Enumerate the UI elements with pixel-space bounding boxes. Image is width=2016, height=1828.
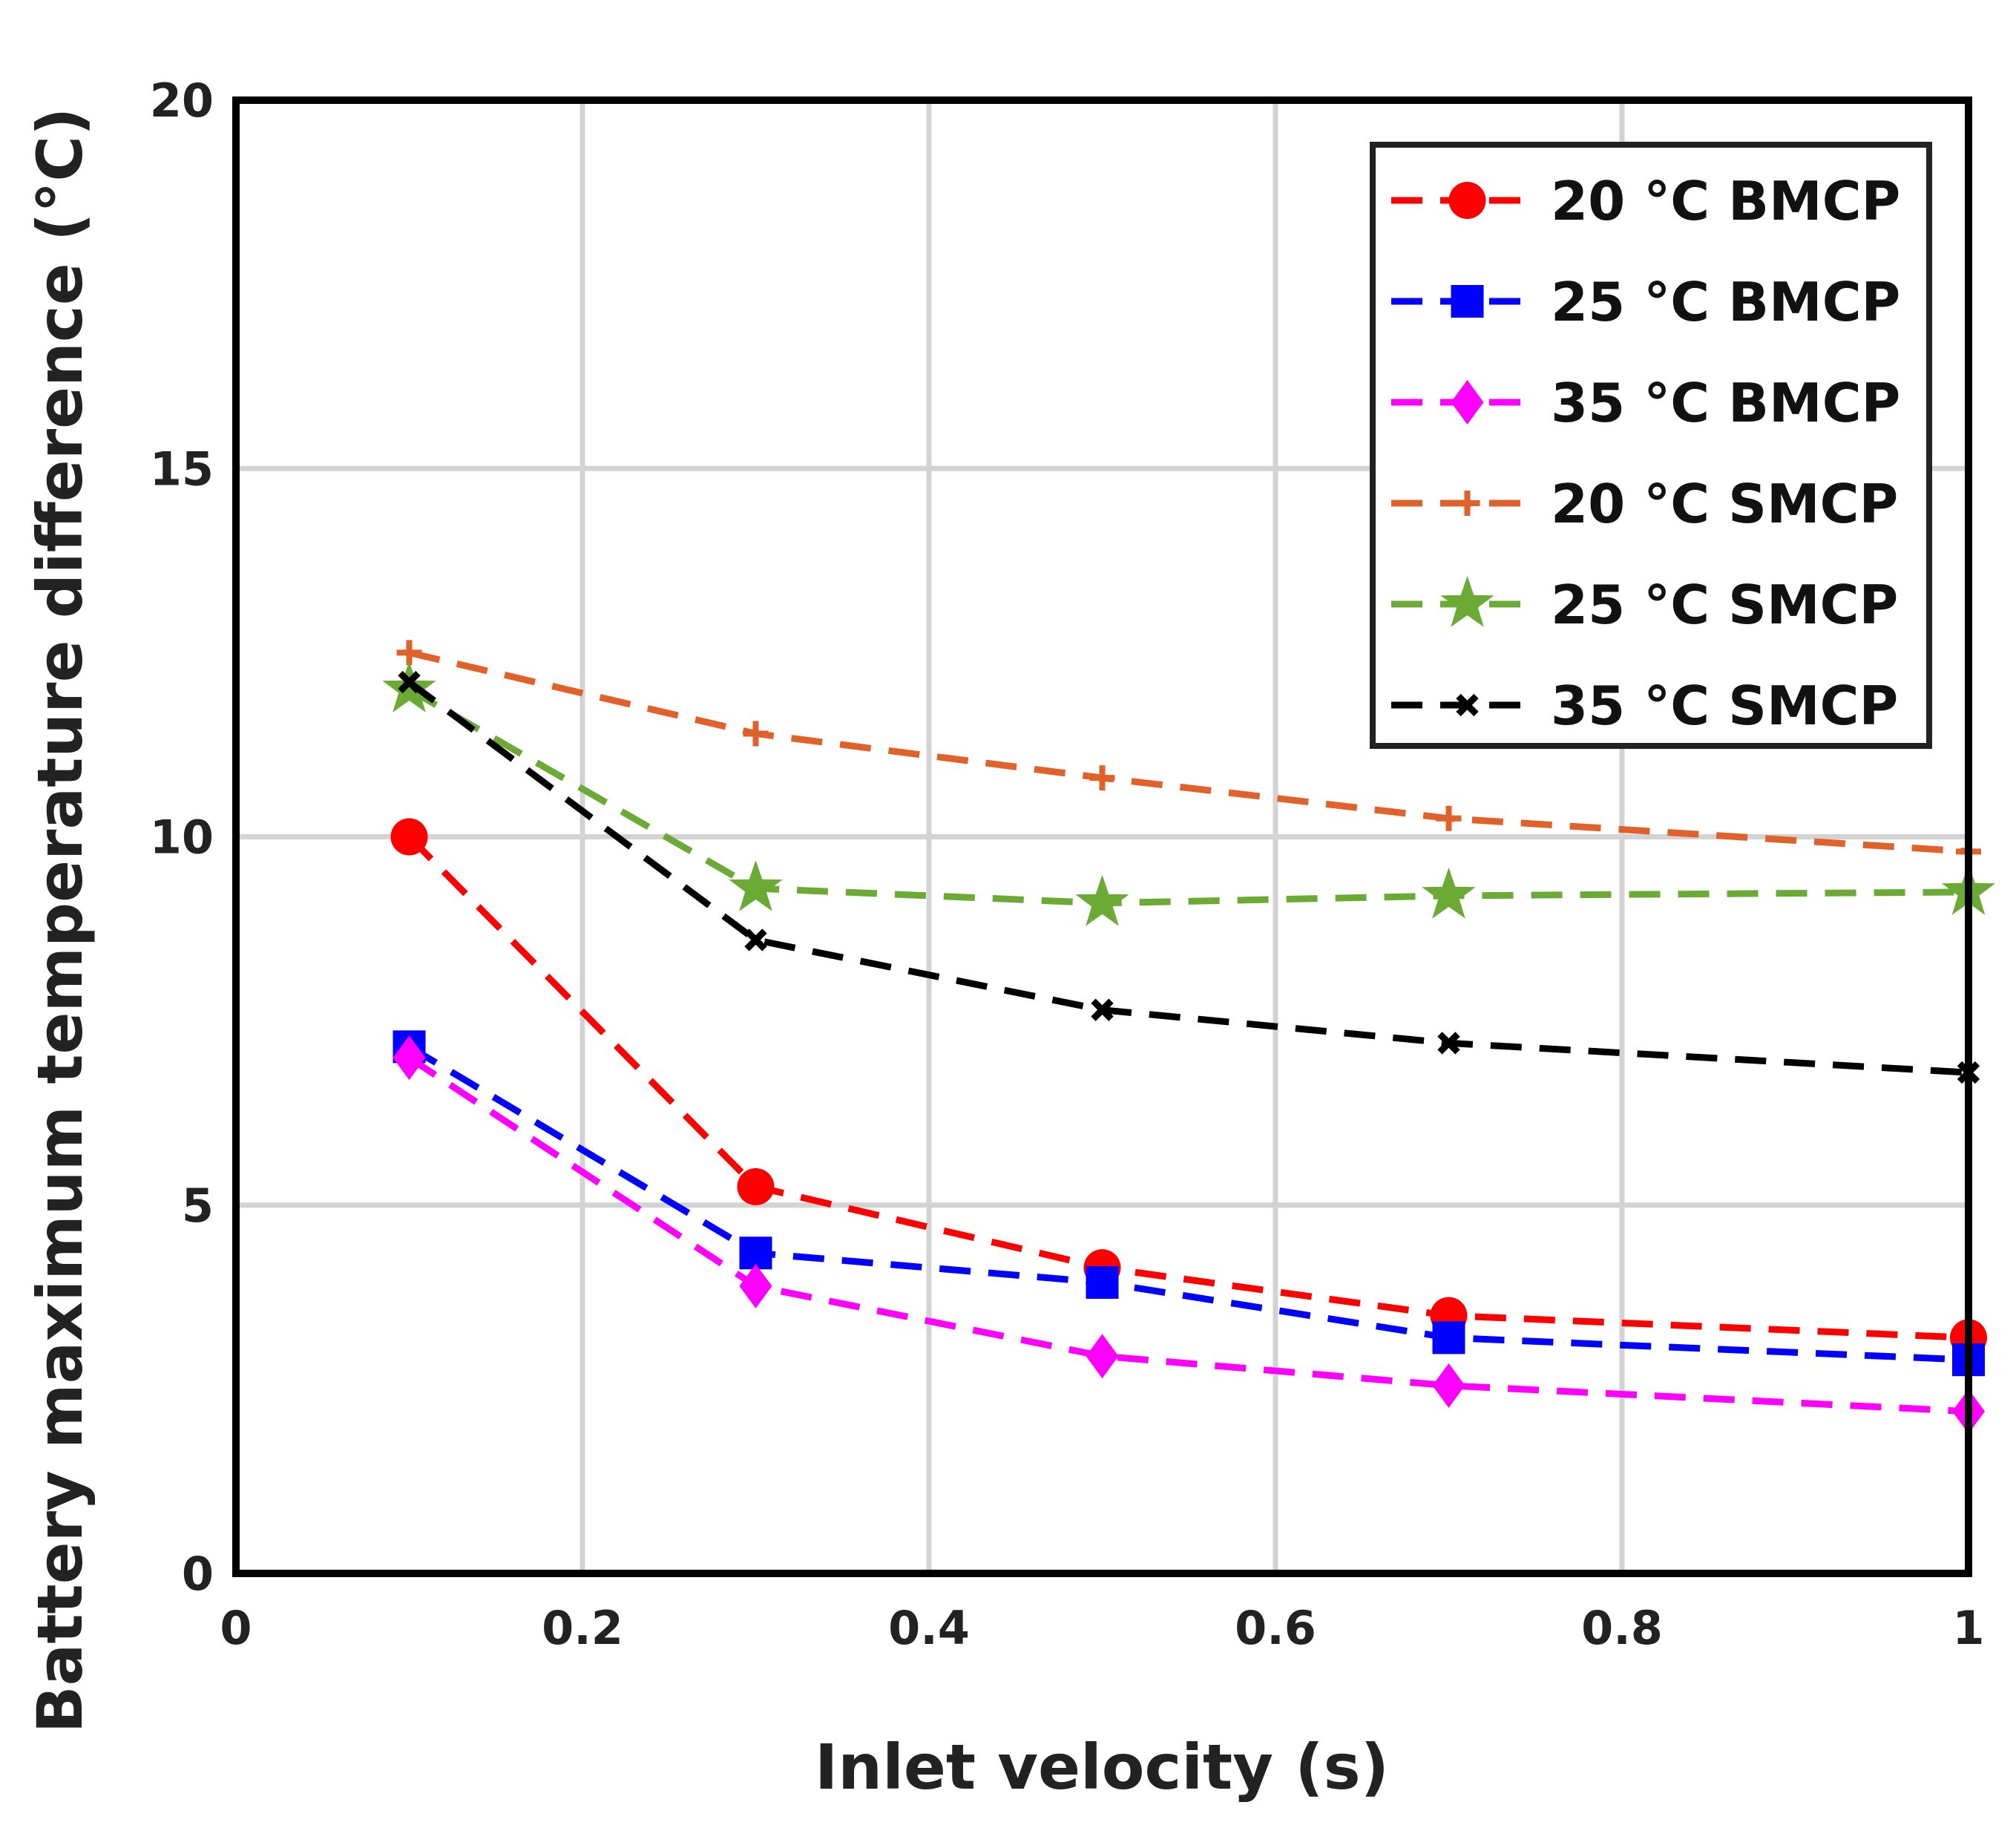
y-tick-label: 0 [182, 1547, 214, 1601]
data-point [739, 1263, 772, 1308]
legend-label: 35 °C SMCP [1551, 675, 1898, 737]
series-line [407, 834, 1969, 1341]
y-tick-label: 20 [150, 73, 214, 128]
y-tick-label: 5 [182, 1179, 214, 1233]
legend-label: 20 °C SMCP [1551, 473, 1898, 535]
data-point [1086, 1334, 1119, 1379]
legend-label: 20 °C BMCP [1551, 170, 1900, 232]
legend-marker [1440, 576, 1494, 627]
plot-frame [232, 96, 1972, 1577]
x-tick-label: 0.8 [1581, 1601, 1663, 1655]
data-point [1091, 998, 1114, 1021]
y-tick-label: 10 [150, 810, 214, 865]
x-axis-title: Inlet velocity (s) [815, 1731, 1389, 1804]
series-35-c-bmcp [393, 1035, 1985, 1434]
data-point [1086, 1265, 1119, 1299]
data-point [1432, 1363, 1465, 1408]
data-point [1075, 874, 1129, 926]
series-line [407, 1055, 1969, 1415]
legend-entry: 20 °C BMCP [1391, 170, 1900, 232]
y-tick-label: 15 [150, 442, 214, 496]
data-point [1432, 1321, 1465, 1354]
y-axis-title: Battery maximum temperature difference (… [24, 108, 96, 1734]
x-tick-label: 1 [1952, 1601, 1984, 1655]
x-tick-label: 0.2 [542, 1601, 623, 1655]
data-point [390, 818, 428, 856]
legend-marker [1454, 491, 1480, 516]
legend-entry: 35 °C BMCP [1391, 372, 1900, 434]
data-point [396, 640, 422, 666]
legend-box [1370, 142, 1932, 749]
legend-marker [1451, 380, 1484, 425]
legend-marker [1451, 285, 1484, 318]
x-tick-label: 0 [220, 1601, 252, 1655]
legend: 20 °C BMCP 25 °C BMCP 35 °C BMCP 20 °C SMCP… [1370, 142, 1932, 749]
data-point [1422, 867, 1476, 919]
legend-entry: 25 °C SMCP [1391, 574, 1898, 636]
data-point [1436, 805, 1462, 831]
legend-marker [1448, 182, 1486, 219]
legend-marker [1456, 693, 1479, 717]
legend-label: 25 °C BMCP [1551, 271, 1900, 333]
data-point [729, 860, 783, 911]
data-point [393, 1035, 426, 1081]
legend-entry: 20 °C SMCP [1391, 473, 1898, 535]
x-tick-label: 0.6 [1235, 1601, 1316, 1655]
data-point [398, 670, 421, 694]
legend-label: 35 °C BMCP [1551, 372, 1900, 434]
legend-entry: 25 °C BMCP [1391, 271, 1900, 333]
data-point [1089, 765, 1115, 791]
data-point [737, 1167, 775, 1205]
legend-entry: 35 °C SMCP [1391, 675, 1898, 737]
legend-label: 25 °C SMCP [1551, 574, 1898, 636]
data-point [1437, 1032, 1460, 1055]
data-point [744, 928, 767, 951]
data-point [743, 721, 769, 747]
series-layer [382, 640, 1996, 1434]
x-tick-label: 0.4 [888, 1601, 970, 1655]
